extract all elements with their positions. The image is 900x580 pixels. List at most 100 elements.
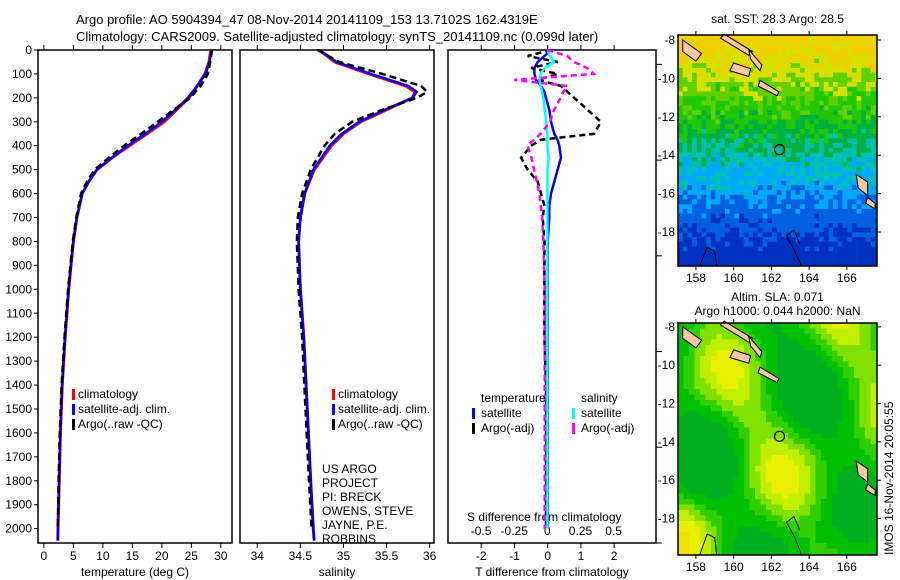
map-cell [833,67,839,73]
map-cell [777,543,783,549]
map-cell [710,53,716,59]
map-cell [815,416,822,423]
map-cell [856,157,862,163]
map-cell [854,471,860,478]
map-cell [804,241,810,247]
map-cell [694,411,701,417]
map-cell [743,237,749,243]
map-cell [804,227,810,233]
map-cell [866,246,871,252]
map-cell [678,411,684,417]
map-cell [753,147,759,153]
map-cell [727,422,734,428]
lon-tick-label: 166 [837,271,857,285]
map-cell [870,232,876,238]
map-cell [781,246,787,252]
map-cell [799,438,805,445]
map-cell [705,510,712,516]
map-cell [875,157,877,163]
map-cell [757,204,763,210]
map-cell [715,223,721,228]
map-cell [875,67,877,73]
map-cell [725,86,730,92]
map-cell [837,504,844,511]
map-cell [734,124,740,130]
map-cell [821,416,827,423]
legend-label: satellite-adj. clim. [78,402,170,416]
map-cell [809,91,815,97]
map-cell [790,129,796,134]
map-cell [793,339,800,346]
s-tick-label: 0 [544,524,551,538]
map-cell [837,378,844,384]
map-cell [711,537,717,544]
map-cell [701,185,707,191]
map-cell [795,49,801,55]
map-cell [823,218,829,224]
map-cell [842,232,848,238]
map-cell [815,449,822,456]
map-cell [790,35,796,40]
map-cell [800,199,806,205]
map-cell [694,356,701,362]
map-cell [842,176,848,181]
map-cell [800,194,806,200]
map-cell [847,67,853,73]
map-cell [694,515,701,522]
map-cell [870,400,877,406]
map-cell [710,58,716,64]
map-cell [866,171,871,177]
map-cell [832,477,838,483]
map-cell [760,499,767,505]
map-cell [729,49,735,55]
map-cell [696,246,702,252]
map-cell [823,129,829,134]
map-cell [848,515,855,522]
map-cell [771,510,778,516]
map-cell [678,129,683,134]
map-cell [804,91,810,97]
map-cell [821,521,827,527]
map-cell [766,449,772,456]
map-cell [689,433,695,439]
map-cell [710,114,716,120]
map-cell [870,161,876,167]
map-cell [809,223,815,228]
map-cell [744,345,750,351]
map-cell [804,504,811,511]
map-cell [847,185,853,191]
map-cell [799,372,805,379]
map-cell [810,345,816,351]
map-cell [851,194,857,200]
map-cell [710,208,716,214]
map-cell [720,251,726,257]
map-cell [782,323,789,329]
map-cell [757,91,763,97]
map-cell [743,171,749,177]
map-cell [856,143,862,149]
map-cell [725,53,730,59]
map-cell [828,67,834,73]
map-cell [706,232,712,238]
map-cell [738,510,745,516]
map-cell [842,72,848,78]
map-cell [821,510,827,516]
map-cell [837,58,843,64]
map-cell [762,213,768,219]
map-cell [710,251,716,257]
map-cell [786,138,792,144]
map-cell [828,246,834,252]
map-cell [772,114,777,120]
map-cell [837,438,844,445]
map-cell [692,110,698,116]
map-cell [701,138,707,144]
map-cell [762,157,768,163]
map-cell [793,433,800,439]
map-cell [705,444,712,450]
map-cell [716,372,723,379]
map-cell [701,204,707,210]
map-cell [848,488,855,494]
map-cell [865,361,871,368]
map-cell [854,323,860,329]
map-cell [851,147,857,153]
